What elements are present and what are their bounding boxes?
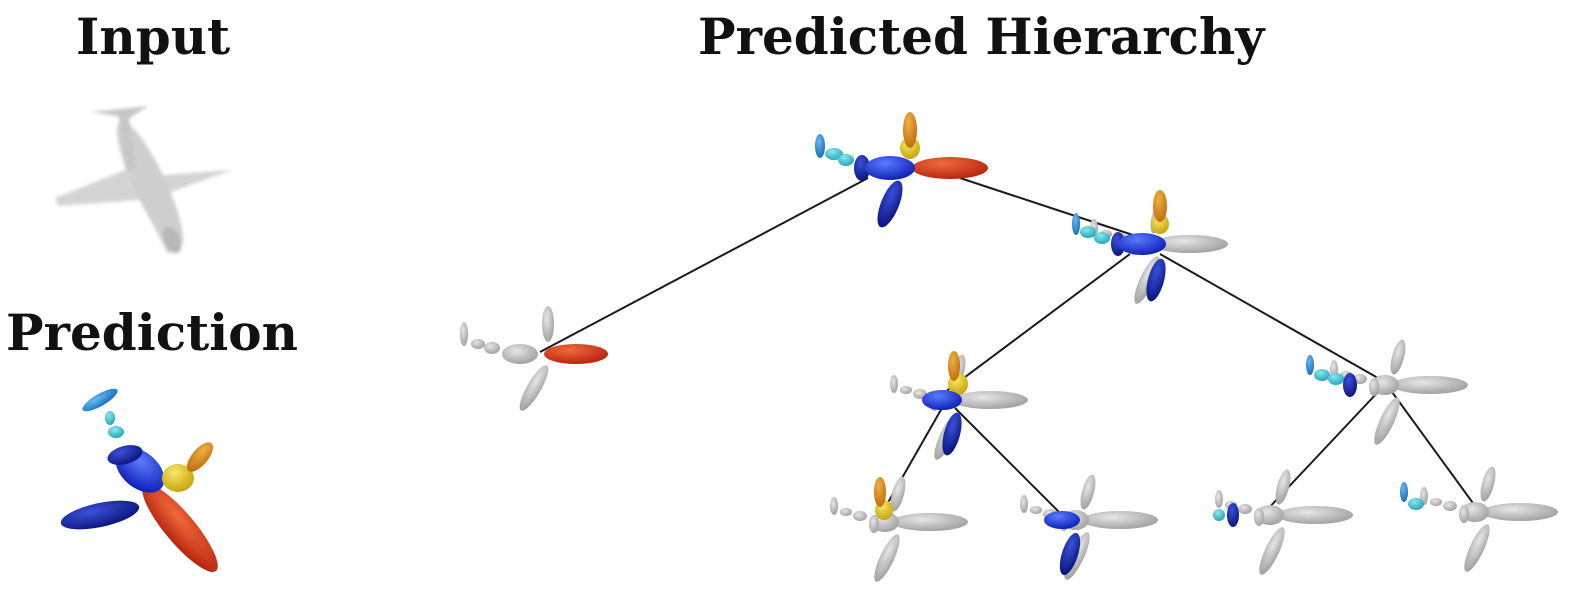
leaf-1 [830, 475, 968, 585]
leaf-3 [1213, 468, 1353, 578]
leaf-2 [1020, 473, 1158, 583]
edge-root-right [959, 177, 1143, 239]
node-l2-left [890, 351, 1028, 463]
hierarchy-heading: Predicted Hierarchy [698, 7, 1265, 66]
edge-rr [1391, 391, 1479, 511]
edge-mid-right [1159, 253, 1386, 383]
node-l2-right [1306, 338, 1468, 448]
edge-lr [954, 407, 1063, 516]
prediction-heading: Prediction [6, 303, 298, 362]
edge-ll [877, 407, 943, 521]
input-heading: Input [76, 7, 231, 66]
prediction-primitives [60, 388, 218, 572]
node-left [460, 306, 608, 411]
edge-root-left [539, 177, 869, 353]
edge-mid-left [944, 253, 1131, 393]
node-root [815, 112, 988, 228]
leaf-4 [1400, 465, 1558, 575]
tree-edges [539, 177, 1479, 521]
input-airplane-image [55, 106, 232, 254]
node-mid [1072, 190, 1228, 307]
